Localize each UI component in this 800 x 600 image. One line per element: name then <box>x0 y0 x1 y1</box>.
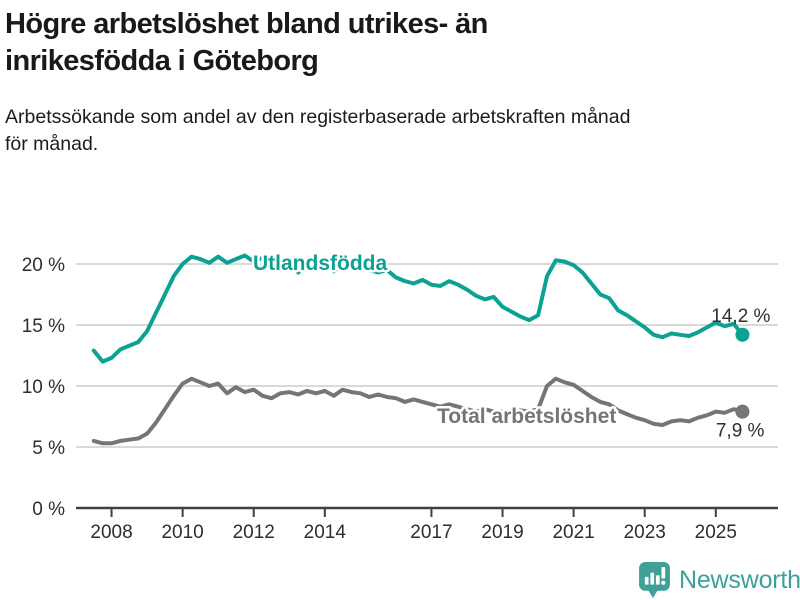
series-label: Utlandsfödda <box>253 252 387 275</box>
x-tick-label: 2021 <box>552 522 594 543</box>
y-tick-label: 15 % <box>22 316 65 337</box>
y-tick-label: 20 % <box>22 255 65 276</box>
y-tick-label: 10 % <box>22 377 65 398</box>
brand-name: Newsworthy <box>679 565 800 594</box>
series-end-value: 14,2 % <box>711 306 770 327</box>
x-tick-label: 2008 <box>90 522 132 543</box>
chart-title: Högre arbetslöshet bland utrikes- än inr… <box>5 8 488 77</box>
y-tick-label: 0 % <box>32 499 65 520</box>
bar-chart-speech-bubble-icon <box>639 561 670 598</box>
series-end-value: 7,9 % <box>716 421 765 442</box>
series-line-total <box>91 376 745 446</box>
series-line-utlandsfodda <box>91 253 745 364</box>
y-tick-label: 5 % <box>32 438 65 459</box>
series-label: Total arbetslöshet <box>437 405 616 428</box>
x-tick-label: 2025 <box>695 522 737 543</box>
x-tick-label: 2010 <box>161 522 203 543</box>
x-tick-label: 2012 <box>233 522 275 543</box>
x-tick-label: 2019 <box>481 522 523 543</box>
chart-header: Högre arbetslöshet bland utrikes- än inr… <box>5 6 785 158</box>
line-chart: 0 % 5 % 10 % 15 % 20 % 2008 2010 2012 2014 2017 20… <box>22 250 778 543</box>
series-end-dot <box>735 404 750 419</box>
x-tick-label: 2014 <box>304 522 347 543</box>
series-end-dot <box>735 327 750 342</box>
x-tick-label: 2017 <box>410 522 452 543</box>
x-tick-label: 2023 <box>624 522 666 543</box>
newsworthy-logo: Newsworthy <box>638 561 800 599</box>
chart-subtitle: Arbetssökande som andel av den registerb… <box>5 106 631 155</box>
